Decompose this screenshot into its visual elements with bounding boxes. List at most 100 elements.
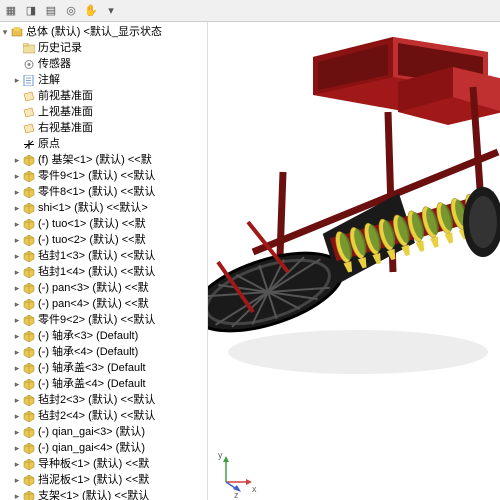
tree-item[interactable]: ▸ (-) pan<3> (默认) <<默 bbox=[0, 280, 207, 296]
tb-layers-icon[interactable]: ▤ bbox=[44, 4, 58, 18]
tree-item[interactable]: 原点 bbox=[0, 136, 207, 152]
tree-item[interactable]: 前视基准面 bbox=[0, 88, 207, 104]
part-icon bbox=[22, 458, 36, 470]
part-icon bbox=[22, 314, 36, 326]
tree-item[interactable]: 右视基准面 bbox=[0, 120, 207, 136]
tree-item[interactable]: ▸注解 bbox=[0, 72, 207, 88]
tree-item[interactable]: ▸ 零件9<2> (默认) <<默认 bbox=[0, 312, 207, 328]
expand-icon[interactable]: ▸ bbox=[12, 409, 22, 423]
tree-item-label: 毡封1<4> (默认) <<默认 bbox=[38, 265, 155, 279]
expand-icon[interactable]: ▸ bbox=[12, 425, 22, 439]
tree-item-label: (-) qian_gai<4> (默认) bbox=[38, 441, 145, 455]
expand-icon[interactable]: ▸ bbox=[12, 297, 22, 311]
tree-item-label: 上视基准面 bbox=[38, 105, 93, 119]
tree-item-label: (-) pan<4> (默认) <<默 bbox=[38, 297, 149, 311]
model-render bbox=[208, 22, 500, 500]
tree-item-label: 零件8<1> (默认) <<默认 bbox=[38, 185, 155, 199]
tb-cube-icon[interactable]: ▦ bbox=[4, 4, 18, 18]
part-icon bbox=[22, 362, 36, 374]
viewport-3d[interactable]: y x z bbox=[208, 22, 500, 500]
axis-z-label: z bbox=[234, 490, 239, 500]
folder-icon bbox=[22, 42, 36, 54]
plane-icon bbox=[22, 90, 36, 102]
expand-icon[interactable]: ▸ bbox=[12, 201, 22, 215]
tree-item-label: (-) 轴承<3> (Default) bbox=[38, 329, 138, 343]
tree-item[interactable]: 历史记录 bbox=[0, 40, 207, 56]
expand-icon[interactable]: ▸ bbox=[12, 169, 22, 183]
tree-item[interactable]: ▸ 零件8<1> (默认) <<默认 bbox=[0, 184, 207, 200]
tb-hand-icon[interactable]: ✋ bbox=[84, 4, 98, 18]
part-icon bbox=[22, 426, 36, 438]
expand-icon[interactable]: ▸ bbox=[12, 441, 22, 455]
tree-item[interactable]: ▸ 零件9<1> (默认) <<默认 bbox=[0, 168, 207, 184]
tree-item-label: (-) tuo<2> (默认) <<默 bbox=[38, 233, 146, 247]
part-icon bbox=[22, 490, 36, 500]
part-icon bbox=[22, 298, 36, 310]
tb-dropdown-icon[interactable]: ▾ bbox=[104, 4, 118, 18]
tree-item[interactable]: ▸(-) tuo<1> (默认) <<默 bbox=[0, 216, 207, 232]
part-icon bbox=[22, 282, 36, 294]
tree-item-label: 历史记录 bbox=[38, 41, 82, 55]
tree-item[interactable]: ▸ (-) pan<4> (默认) <<默 bbox=[0, 296, 207, 312]
expand-icon[interactable]: ▸ bbox=[12, 73, 22, 87]
tree-item[interactable]: ▸(-) 轴承<4> (Default) bbox=[0, 344, 207, 360]
expand-icon[interactable]: ▸ bbox=[12, 457, 22, 471]
tree-item[interactable]: 传感器 bbox=[0, 56, 207, 72]
tree-item-label: 零件9<1> (默认) <<默认 bbox=[38, 169, 155, 183]
note-icon bbox=[22, 74, 36, 86]
expand-icon[interactable]: ▸ bbox=[12, 345, 22, 359]
origin-icon bbox=[22, 138, 36, 150]
part-icon bbox=[22, 202, 36, 214]
tree-item[interactable]: ▸(f) 基架<1> (默认) <<默 bbox=[0, 152, 207, 168]
expand-icon[interactable]: ▸ bbox=[12, 233, 22, 247]
tree-item[interactable]: ▸(-) 轴承盖<3> (Default bbox=[0, 360, 207, 376]
tree-item[interactable]: ▸毡封2<3> (默认) <<默认 bbox=[0, 392, 207, 408]
tree-item[interactable]: 上视基准面 bbox=[0, 104, 207, 120]
expand-icon[interactable]: ▸ bbox=[12, 489, 22, 500]
tb-back-icon[interactable]: ◨ bbox=[24, 4, 38, 18]
expand-icon[interactable]: ▸ bbox=[12, 153, 22, 167]
expand-icon[interactable]: ▸ bbox=[12, 329, 22, 343]
tree-item[interactable]: ▸(-) 轴承盖<4> (Default bbox=[0, 376, 207, 392]
tree-item[interactable]: ▸挡泥板<1> (默认) <<默 bbox=[0, 472, 207, 488]
expand-icon[interactable]: ▸ bbox=[12, 473, 22, 487]
tree-item-label: 前视基准面 bbox=[38, 89, 93, 103]
tree-item[interactable]: ▸ (-) tuo<2> (默认) <<默 bbox=[0, 232, 207, 248]
part-icon bbox=[22, 234, 36, 246]
top-toolbar: ▦ ◨ ▤ ◎ ✋ ▾ bbox=[0, 0, 500, 22]
axis-y-label: y bbox=[218, 450, 223, 460]
tree-item[interactable]: ▸ (-) 轴承<3> (Default) bbox=[0, 328, 207, 344]
expand-icon[interactable]: ▸ bbox=[12, 393, 22, 407]
tree-item-label: (-) qian_gai<3> (默认) bbox=[38, 425, 145, 439]
tree-item-label: (-) pan<3> (默认) <<默 bbox=[38, 281, 149, 295]
expand-icon[interactable]: ▸ bbox=[12, 377, 22, 391]
expand-icon[interactable]: ▸ bbox=[12, 217, 22, 231]
expand-icon[interactable]: ▸ bbox=[12, 361, 22, 375]
tree-item[interactable]: ▸支架<1> (默认) <<默认 bbox=[0, 488, 207, 500]
expand-icon[interactable]: ▸ bbox=[12, 313, 22, 327]
expand-icon[interactable]: ▸ bbox=[12, 265, 22, 279]
tb-target-icon[interactable]: ◎ bbox=[64, 4, 78, 18]
feature-tree[interactable]: ▾ 总体 (默认) <默认_显示状态 历史记录传感器▸注解前视基准面上视基准面右… bbox=[0, 22, 208, 500]
tree-item-label: 零件9<2> (默认) <<默认 bbox=[38, 313, 155, 327]
tree-item[interactable]: ▸ 毡封2<4> (默认) <<默认 bbox=[0, 408, 207, 424]
expand-icon[interactable]: ▸ bbox=[12, 249, 22, 263]
part-icon bbox=[22, 186, 36, 198]
part-icon bbox=[22, 266, 36, 278]
tree-item[interactable]: ▸毡封1<3> (默认) <<默认 bbox=[0, 248, 207, 264]
expand-icon[interactable]: ▸ bbox=[12, 185, 22, 199]
tree-root[interactable]: ▾ 总体 (默认) <默认_显示状态 bbox=[0, 24, 207, 40]
tree-item[interactable]: ▸ (-) qian_gai<4> (默认) bbox=[0, 440, 207, 456]
tree-item[interactable]: ▸ 毡封1<4> (默认) <<默认 bbox=[0, 264, 207, 280]
tree-item[interactable]: ▸shi<1> (默认) <<默认> bbox=[0, 200, 207, 216]
part-icon bbox=[22, 474, 36, 486]
tree-item-label: 传感器 bbox=[38, 57, 71, 71]
tree-root-label: 总体 (默认) <默认_显示状态 bbox=[26, 25, 162, 39]
tree-item[interactable]: ▸导种板<1> (默认) <<默 bbox=[0, 456, 207, 472]
tree-item[interactable]: ▸ (-) qian_gai<3> (默认) bbox=[0, 424, 207, 440]
expand-icon[interactable]: ▸ bbox=[12, 281, 22, 295]
tree-item-label: 毡封2<4> (默认) <<默认 bbox=[38, 409, 155, 423]
main-area: ▾ 总体 (默认) <默认_显示状态 历史记录传感器▸注解前视基准面上视基准面右… bbox=[0, 22, 500, 500]
plane-icon bbox=[22, 122, 36, 134]
part-icon bbox=[22, 250, 36, 262]
